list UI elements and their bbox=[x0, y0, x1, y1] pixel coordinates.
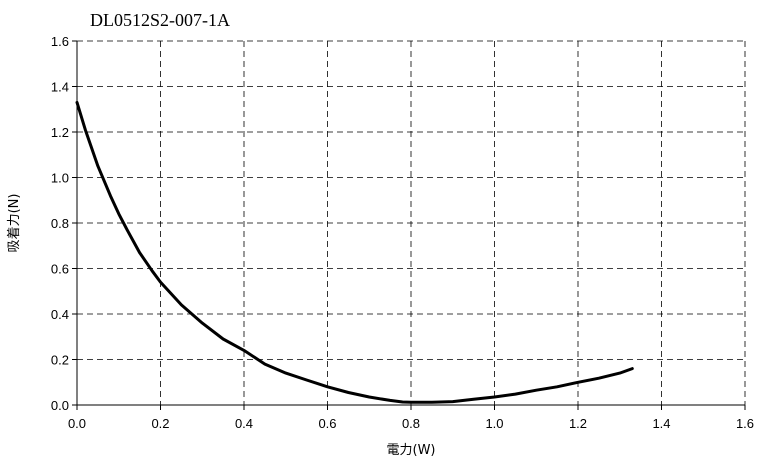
series-line-1 bbox=[75, 100, 634, 404]
y-tick-label: 1.2 bbox=[51, 125, 69, 140]
tick-labels: 0.0 0.2 0.4 0.6 0.8 1.0 1.2 1.4 1.6 0.0 0.2 0.4 0.6 0… bbox=[51, 34, 754, 431]
grid bbox=[77, 40, 746, 405]
y-tick-label: 1.6 bbox=[51, 34, 69, 49]
x-tick-label: 1.0 bbox=[485, 416, 503, 431]
y-axis-label: 吸着力(N) bbox=[6, 194, 22, 253]
y-tick-label: 1.4 bbox=[51, 80, 69, 95]
chart-title: DL0512S2-007-1A bbox=[90, 10, 230, 30]
x-tick-label: 1.2 bbox=[569, 416, 587, 431]
y-tick-label: 0.0 bbox=[51, 398, 69, 413]
x-tick-label: 0.8 bbox=[402, 416, 420, 431]
y-tick-label: 0.8 bbox=[51, 216, 69, 231]
x-tick-label: 1.4 bbox=[652, 416, 670, 431]
x-tick-label: 0.6 bbox=[318, 416, 336, 431]
x-tick-label: 0.2 bbox=[151, 416, 169, 431]
axes bbox=[72, 40, 746, 410]
y-tick-label: 1.0 bbox=[51, 171, 69, 186]
x-tick-label: 0.4 bbox=[235, 416, 253, 431]
x-axis-label: 電力(W) bbox=[387, 443, 436, 458]
series-layer bbox=[75, 100, 634, 404]
y-tick-label: 0.4 bbox=[51, 307, 69, 322]
x-tick-label: 1.6 bbox=[736, 416, 754, 431]
x-tick-label: 0.0 bbox=[68, 416, 86, 431]
y-tick-label: 0.2 bbox=[51, 353, 69, 368]
y-tick-label: 0.6 bbox=[51, 262, 69, 277]
